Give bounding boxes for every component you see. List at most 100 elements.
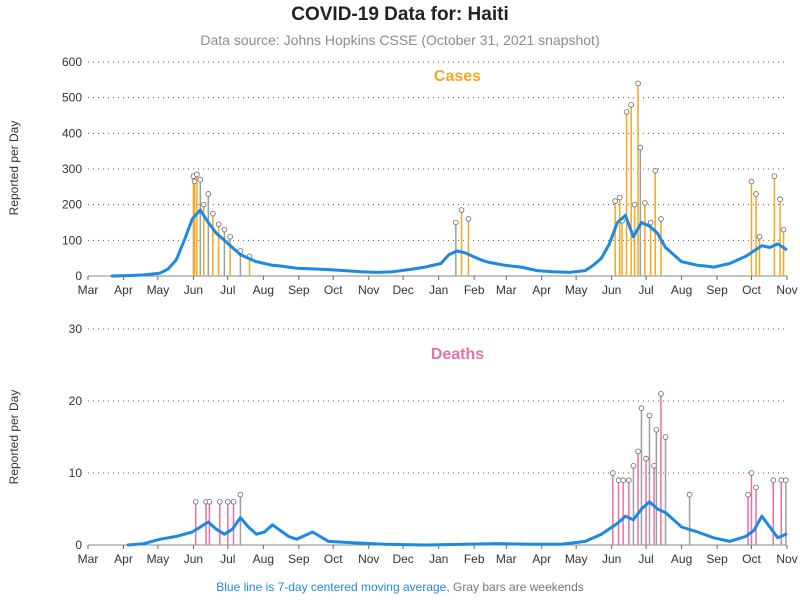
daily-point bbox=[620, 477, 626, 484]
daily-point bbox=[748, 470, 755, 476]
daily-point bbox=[192, 498, 199, 505]
daily-point bbox=[197, 176, 204, 183]
x-tick-label: Jul bbox=[638, 552, 653, 566]
daily-point bbox=[642, 200, 648, 206]
daily-point bbox=[628, 102, 634, 108]
x-tick-label: Oct bbox=[742, 552, 761, 566]
panel-title-cases: Cases bbox=[434, 68, 481, 85]
daily-point bbox=[748, 178, 755, 185]
y-tick-label: 0 bbox=[75, 538, 82, 552]
daily-point bbox=[780, 226, 787, 233]
x-tick-label: Oct bbox=[324, 283, 343, 297]
x-tick-label: Jul bbox=[638, 283, 653, 297]
daily-point bbox=[194, 171, 200, 178]
daily-point bbox=[653, 426, 660, 433]
x-tick-label: Jun bbox=[184, 552, 203, 566]
x-tick-label: Sep bbox=[706, 552, 728, 566]
x-tick-label: Sep bbox=[706, 283, 728, 297]
x-tick-label: Aug bbox=[671, 283, 692, 297]
daily-point bbox=[745, 491, 751, 498]
x-tick-label: May bbox=[565, 552, 588, 566]
x-tick-label: Apr bbox=[532, 552, 551, 566]
daily-point bbox=[227, 233, 233, 240]
x-tick-label: Jul bbox=[220, 283, 235, 297]
x-tick-label: Mar bbox=[496, 283, 517, 297]
y-tick-label: 30 bbox=[69, 322, 83, 336]
chart-subtitle: Data source: Johns Hopkins CSSE (October… bbox=[200, 32, 600, 48]
x-tick-label: Feb bbox=[464, 283, 485, 297]
daily-point bbox=[615, 477, 622, 484]
x-tick-label: Aug bbox=[253, 552, 274, 566]
daily-point bbox=[778, 477, 785, 484]
x-tick-label: Jan bbox=[429, 552, 448, 566]
x-tick-label: Aug bbox=[671, 552, 692, 566]
daily-point bbox=[646, 412, 653, 419]
chart-title: COVID-19 Data for: Haiti bbox=[291, 4, 509, 25]
x-tick-label: Nov bbox=[776, 283, 797, 297]
x-tick-label: Jun bbox=[184, 283, 203, 297]
moving-average-line bbox=[110, 208, 788, 278]
x-tick-label: Feb bbox=[464, 552, 485, 566]
daily-point bbox=[205, 191, 212, 197]
daily-point bbox=[652, 167, 659, 174]
daily-point bbox=[237, 491, 244, 498]
daily-point bbox=[756, 233, 763, 240]
daily-point bbox=[610, 470, 616, 476]
daily-point bbox=[200, 201, 207, 208]
daily-point bbox=[783, 477, 789, 484]
footer-average-note: Blue line is 7-day centered moving avera… bbox=[216, 580, 450, 594]
x-tick-label: Jun bbox=[602, 552, 621, 566]
daily-point bbox=[643, 455, 649, 462]
daily-point bbox=[221, 226, 228, 233]
daily-point bbox=[230, 498, 237, 505]
x-tick-label: Sep bbox=[288, 552, 310, 566]
daily-point bbox=[771, 173, 778, 179]
daily-point bbox=[225, 498, 231, 505]
x-tick-label: Mar bbox=[496, 552, 517, 566]
daily-point bbox=[686, 491, 693, 498]
daily-point bbox=[637, 144, 644, 151]
x-tick-label: May bbox=[147, 283, 170, 297]
x-tick-label: Nov bbox=[358, 283, 379, 297]
daily-point bbox=[616, 194, 623, 201]
x-tick-label: Apr bbox=[114, 552, 133, 566]
x-tick-label: Mar bbox=[78, 552, 99, 566]
x-tick-label: Oct bbox=[742, 283, 761, 297]
y-tick-label: 600 bbox=[62, 55, 82, 69]
moving-average-line bbox=[126, 500, 788, 547]
daily-point bbox=[465, 216, 472, 222]
y-tick-label: 0 bbox=[75, 269, 82, 283]
daily-point bbox=[753, 191, 759, 197]
x-tick-label: Jul bbox=[220, 552, 235, 566]
y-tick-label: 20 bbox=[69, 394, 83, 408]
x-tick-label: Apr bbox=[114, 283, 133, 297]
daily-point bbox=[215, 221, 222, 228]
y-axis-label: Reported per Day bbox=[7, 390, 21, 485]
x-tick-label: Aug bbox=[253, 283, 274, 297]
daily-point bbox=[626, 477, 632, 484]
y-tick-label: 500 bbox=[62, 91, 82, 105]
daily-point bbox=[623, 109, 630, 115]
deaths-panel: 0 10 20 30 Mar Apr May Jun Jul Aug Sep Oct Nov Dec Jan… bbox=[7, 322, 798, 566]
daily-point bbox=[658, 390, 664, 397]
daily-point bbox=[753, 484, 759, 491]
x-tick-label: May bbox=[565, 283, 588, 297]
daily-point bbox=[630, 462, 637, 469]
daily-point bbox=[216, 498, 223, 505]
panel-title-deaths: Deaths bbox=[431, 346, 484, 363]
daily-point bbox=[658, 216, 664, 222]
x-tick-label: Nov bbox=[358, 552, 379, 566]
daily-point bbox=[206, 498, 213, 505]
x-tick-label: Apr bbox=[532, 283, 551, 297]
x-tick-label: Mar bbox=[78, 283, 99, 297]
x-tick-label: Oct bbox=[324, 552, 343, 566]
y-tick-label: 400 bbox=[62, 126, 82, 140]
daily-point bbox=[612, 198, 618, 204]
y-axis-label: Reported per Day bbox=[7, 121, 21, 216]
daily-point bbox=[453, 219, 459, 226]
x-tick-label: Dec bbox=[392, 283, 413, 297]
cases-panel: 0 100 200 300 400 500 600 Mar Apr May Jun Jul Aug Sep… bbox=[7, 55, 798, 297]
daily-point bbox=[638, 405, 645, 412]
